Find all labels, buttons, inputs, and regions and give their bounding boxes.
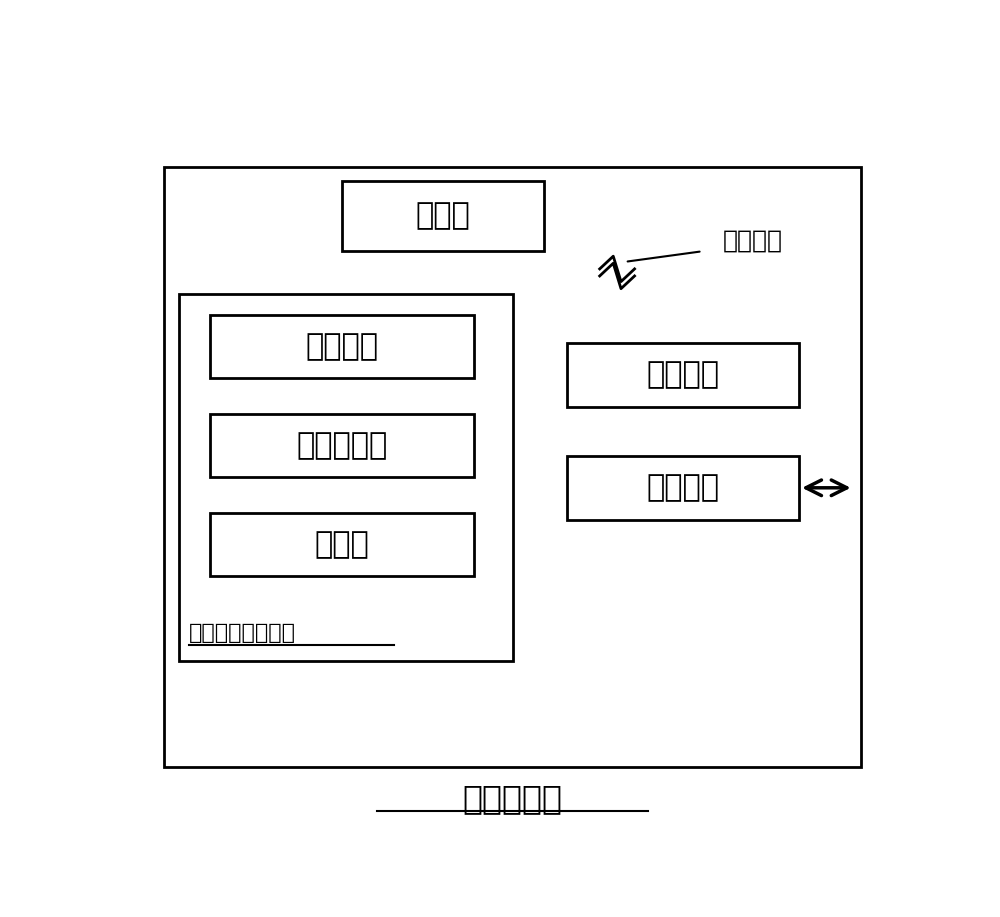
Text: 计算机设备: 计算机设备	[462, 782, 562, 815]
FancyBboxPatch shape	[567, 456, 799, 520]
FancyBboxPatch shape	[210, 315, 474, 379]
FancyBboxPatch shape	[210, 414, 474, 477]
Text: 计算机程序: 计算机程序	[296, 431, 388, 460]
Text: 内存储器: 内存储器	[646, 360, 720, 390]
FancyBboxPatch shape	[164, 167, 861, 767]
Text: 处理器: 处理器	[415, 202, 470, 230]
FancyBboxPatch shape	[179, 293, 512, 661]
FancyBboxPatch shape	[567, 343, 799, 406]
Text: 操作系统: 操作系统	[306, 332, 378, 361]
FancyBboxPatch shape	[342, 181, 544, 251]
Text: 网络接口: 网络接口	[646, 473, 720, 503]
FancyBboxPatch shape	[210, 513, 474, 576]
Text: 非易失性存储介质: 非易失性存储介质	[189, 624, 296, 643]
Text: 数据库: 数据库	[315, 530, 369, 558]
Text: 系统总线: 系统总线	[723, 228, 783, 253]
